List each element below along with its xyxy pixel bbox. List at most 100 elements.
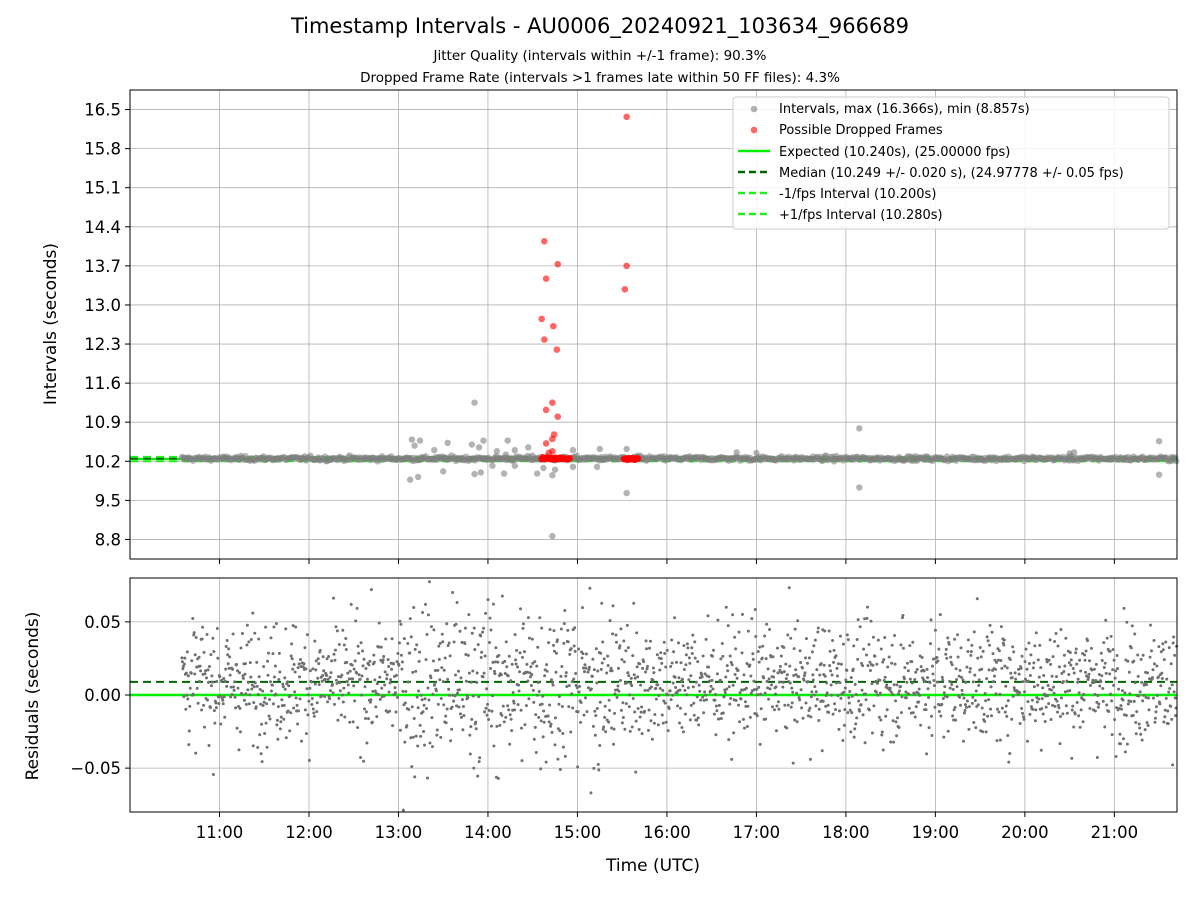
- residual-point: [732, 731, 736, 735]
- x-tick-label: 20:00: [1001, 823, 1049, 842]
- residual-point: [828, 649, 832, 653]
- residual-point: [948, 679, 952, 683]
- residual-point: [848, 689, 852, 693]
- residual-point: [342, 686, 346, 690]
- residual-point: [506, 674, 510, 678]
- residual-point: [567, 705, 571, 709]
- residual-point: [498, 723, 502, 727]
- residual-point: [414, 734, 418, 738]
- interval-outlier-point: [525, 444, 532, 451]
- residual-point: [315, 701, 319, 705]
- residual-point: [907, 692, 911, 696]
- residual-point: [915, 668, 919, 672]
- residual-point: [406, 641, 410, 645]
- residual-point: [1147, 696, 1151, 700]
- residual-point: [853, 727, 857, 731]
- residual-point: [953, 705, 957, 709]
- residual-point: [930, 664, 934, 668]
- residual-point: [1046, 683, 1050, 687]
- residual-point: [638, 662, 642, 666]
- residual-point: [207, 664, 211, 668]
- residual-point: [967, 727, 971, 731]
- residual-point: [278, 727, 282, 731]
- residual-point: [776, 700, 780, 704]
- residual-point: [482, 626, 486, 630]
- residual-point: [267, 651, 271, 655]
- residual-point: [479, 655, 483, 659]
- residual-point: [441, 640, 445, 644]
- residual-point: [304, 732, 308, 736]
- residual-point: [193, 672, 197, 676]
- residual-point: [1021, 711, 1025, 715]
- residual-point: [448, 693, 452, 697]
- residual-point: [879, 647, 883, 651]
- residual-point: [185, 693, 189, 697]
- residual-point: [1039, 666, 1043, 670]
- residual-point: [719, 657, 723, 661]
- residual-point: [224, 667, 228, 671]
- residual-point: [1154, 710, 1158, 714]
- residual-point: [686, 686, 690, 690]
- residual-point: [298, 697, 302, 701]
- residual-point: [595, 706, 599, 710]
- residual-point: [687, 656, 691, 660]
- residual-point: [1141, 699, 1145, 703]
- residual-point: [1169, 704, 1173, 708]
- residual-point: [301, 665, 305, 669]
- residual-point: [640, 732, 644, 736]
- residual-point: [926, 687, 930, 691]
- residual-point: [750, 617, 754, 621]
- residual-point: [251, 744, 255, 748]
- interval-outlier-point: [511, 462, 518, 469]
- residual-point: [663, 701, 667, 705]
- residual-point: [843, 686, 847, 690]
- residual-point: [536, 681, 540, 685]
- residual-point: [1057, 706, 1061, 710]
- residual-point: [562, 641, 566, 645]
- residual-point: [876, 693, 880, 697]
- residual-point: [817, 718, 821, 722]
- residual-point: [844, 678, 848, 682]
- residual-point: [1134, 720, 1138, 724]
- residual-point: [828, 664, 832, 668]
- residual-point: [532, 700, 536, 704]
- residual-point: [886, 665, 890, 669]
- residual-point: [520, 655, 524, 659]
- residual-point: [394, 710, 398, 714]
- residual-point: [931, 672, 935, 676]
- residual-point: [1065, 679, 1069, 683]
- residual-point: [671, 681, 675, 685]
- residual-point: [244, 692, 248, 696]
- residual-point: [1122, 606, 1126, 610]
- interval-outlier-point: [540, 464, 547, 472]
- residual-point: [1040, 697, 1044, 701]
- residual-point: [304, 667, 308, 671]
- residual-point: [208, 706, 212, 710]
- residual-point: [1069, 663, 1073, 667]
- residual-point: [277, 651, 281, 655]
- residual-point: [1092, 681, 1096, 685]
- residual-point: [1090, 668, 1094, 672]
- residual-point: [1101, 686, 1105, 690]
- residual-point: [1017, 667, 1021, 671]
- residual-point: [1087, 672, 1091, 676]
- residual-point: [717, 703, 721, 707]
- interval-outlier-point: [493, 448, 501, 455]
- residual-point: [323, 694, 327, 698]
- residual-point: [695, 718, 699, 722]
- residual-point: [680, 677, 684, 681]
- residual-point: [717, 717, 721, 721]
- residual-point: [318, 648, 322, 652]
- residual-point: [885, 683, 889, 687]
- residual-point: [826, 703, 830, 707]
- residual-point: [440, 632, 444, 636]
- residual-point: [720, 642, 724, 646]
- residual-point: [417, 689, 421, 693]
- residual-point: [408, 651, 412, 655]
- residual-point: [1028, 673, 1032, 677]
- residual-point: [592, 766, 596, 770]
- residual-point: [825, 691, 829, 695]
- residual-point: [1073, 712, 1077, 716]
- residual-point: [253, 631, 257, 635]
- residual-point: [1097, 672, 1101, 676]
